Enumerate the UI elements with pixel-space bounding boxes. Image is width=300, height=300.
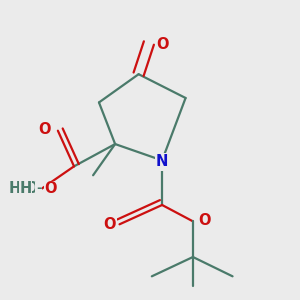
Text: O: O [38, 122, 51, 137]
Text: -: - [36, 182, 42, 195]
Text: H: H [20, 181, 32, 196]
Text: H: H [26, 181, 39, 196]
Text: O: O [198, 213, 211, 228]
Text: O: O [44, 181, 57, 196]
Text: H·O: H·O [8, 181, 39, 196]
Text: N: N [156, 154, 168, 169]
Text: O: O [156, 37, 168, 52]
Text: O: O [103, 217, 116, 232]
